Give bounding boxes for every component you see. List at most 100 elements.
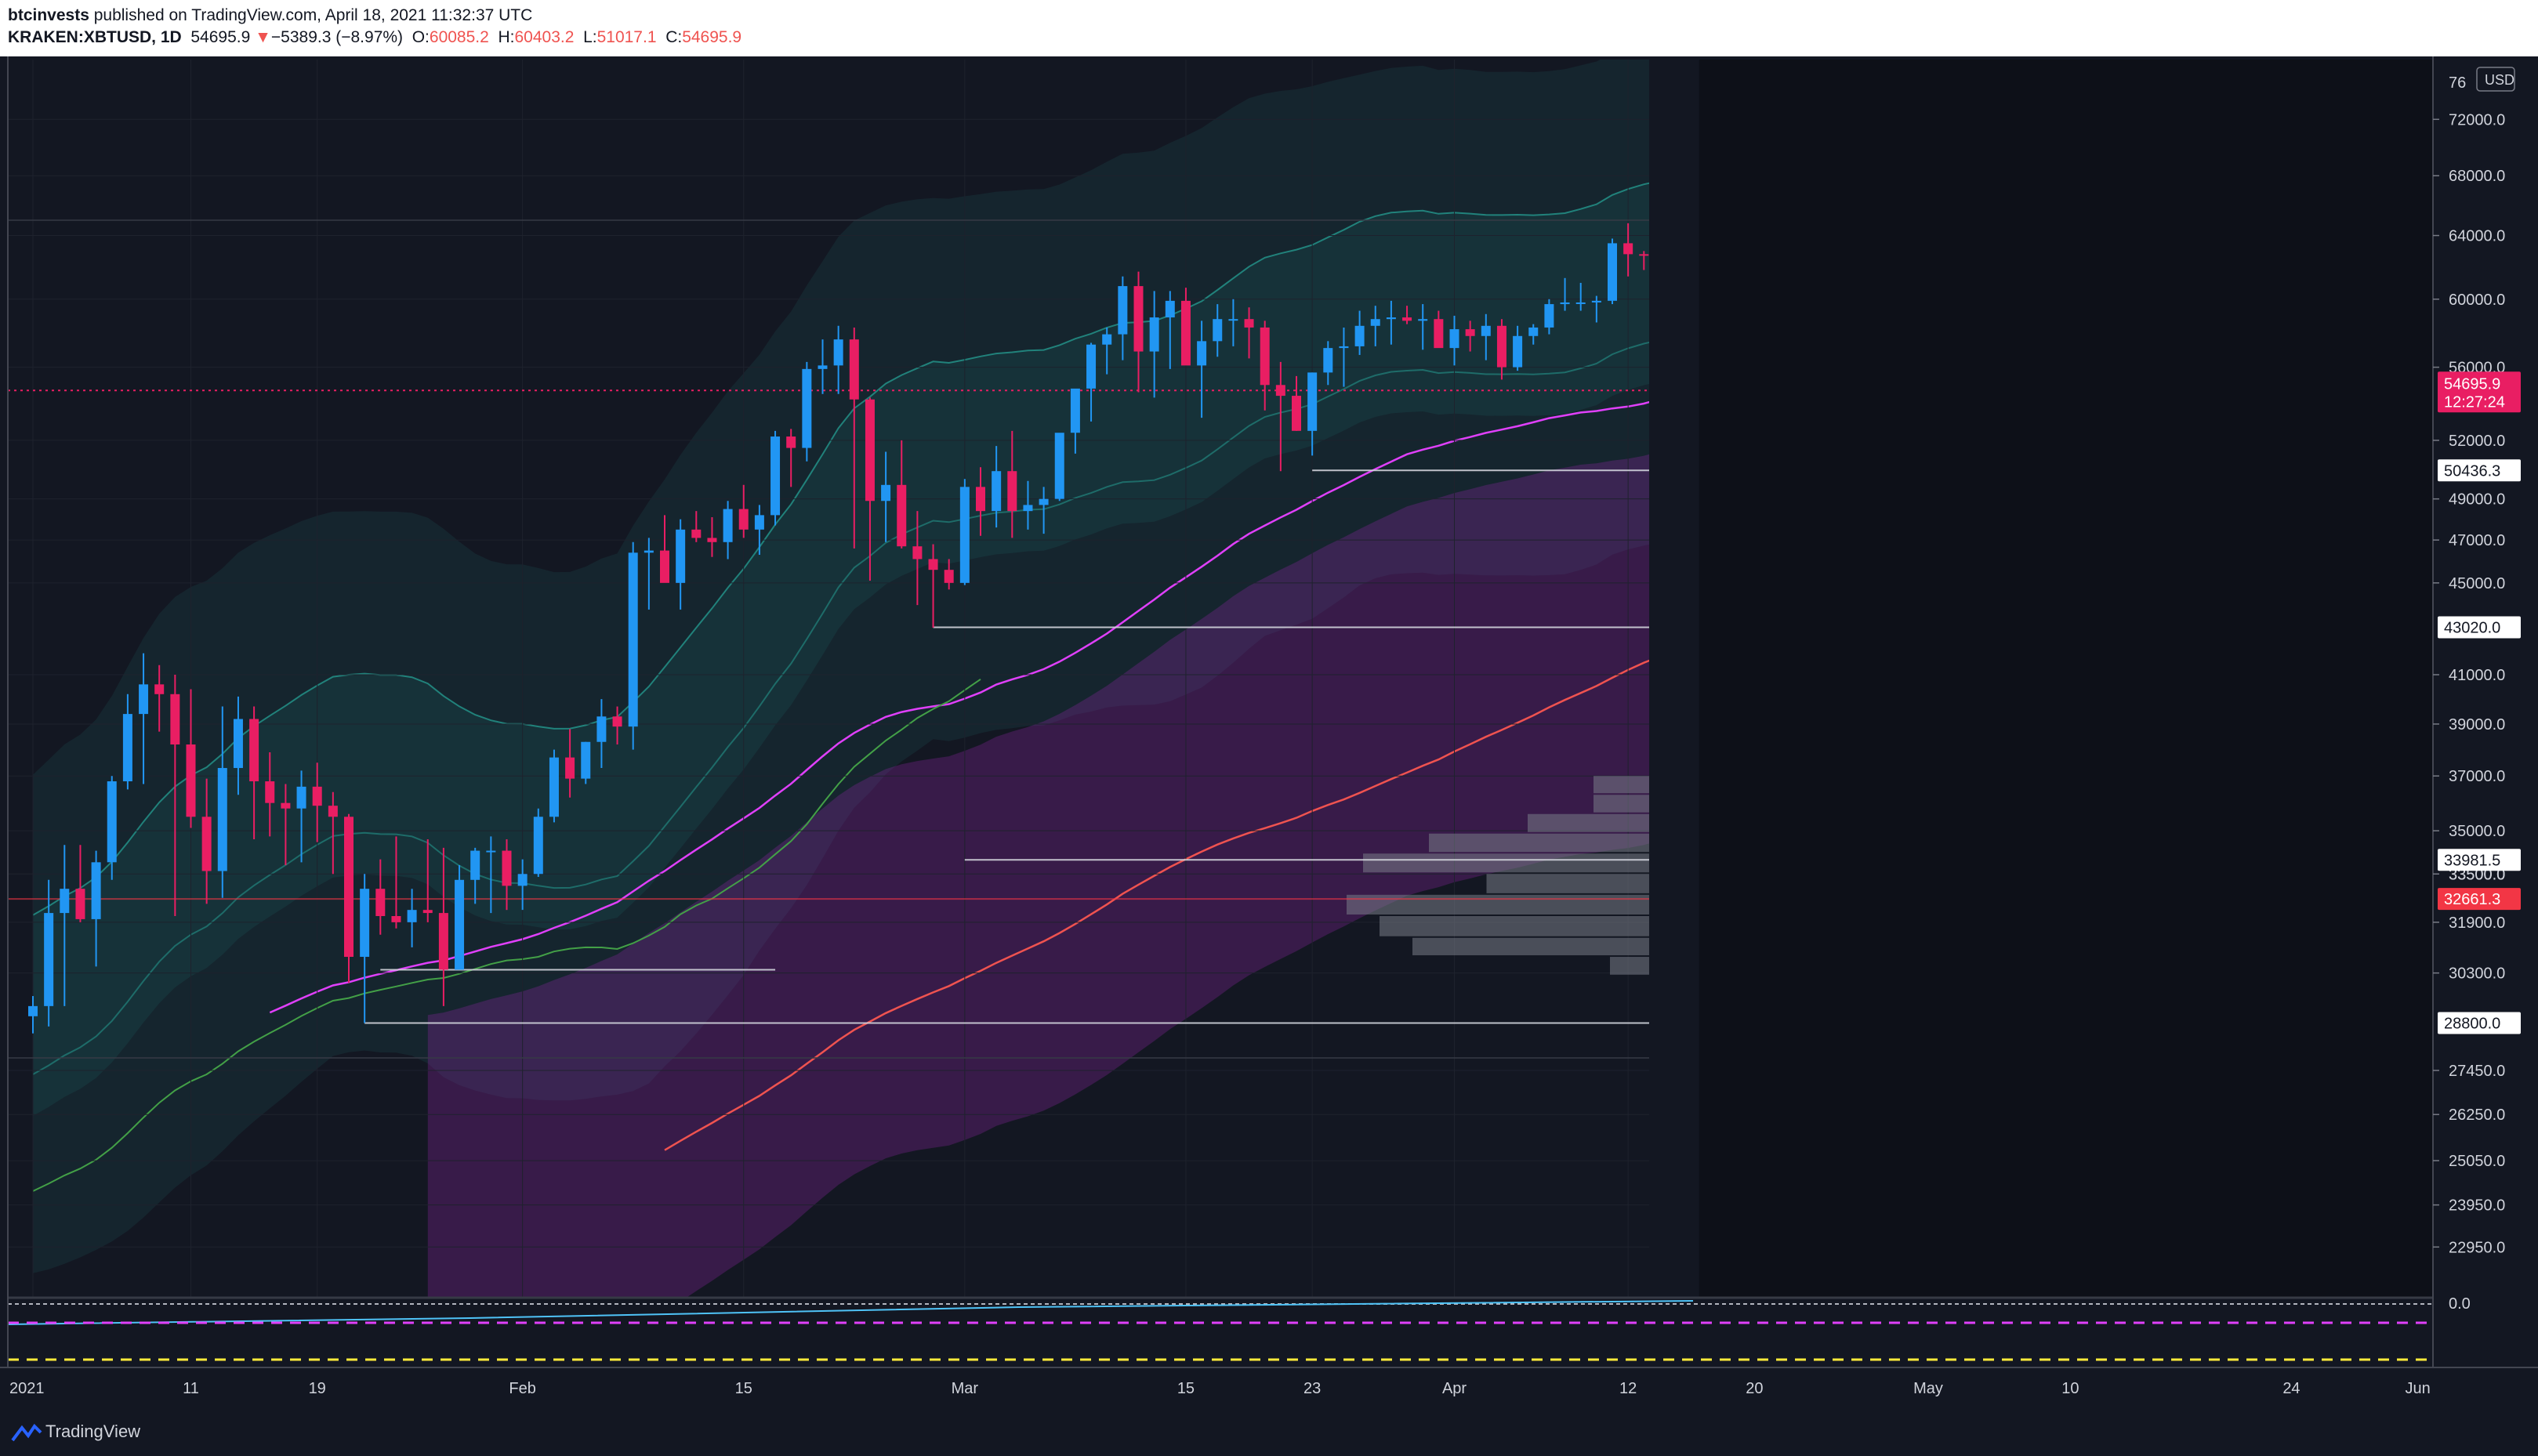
candle-body[interactable] <box>1292 396 1301 431</box>
candle-body[interactable] <box>1039 498 1049 505</box>
candle-body[interactable] <box>455 879 465 970</box>
candle-body[interactable] <box>375 889 386 916</box>
candle-body[interactable] <box>833 339 843 366</box>
candle-body[interactable] <box>928 559 938 570</box>
x-tick-label[interactable]: Mar <box>952 1380 979 1397</box>
candle-body[interactable] <box>60 889 70 914</box>
candle-body[interactable] <box>1149 317 1159 352</box>
candle-body[interactable] <box>691 529 702 538</box>
candle-body[interactable] <box>1481 325 1491 336</box>
candle-body[interactable] <box>565 757 575 779</box>
y-tick-label[interactable]: 60000.0 <box>2449 292 2505 309</box>
candle-body[interactable] <box>1323 348 1333 373</box>
candle-body[interactable] <box>44 913 54 1006</box>
symbol-label[interactable]: KRAKEN:XBTUSD, 1D <box>8 28 182 46</box>
candle-body[interactable] <box>1023 505 1033 512</box>
candle-body[interactable] <box>249 719 259 782</box>
x-tick-label[interactable]: 10 <box>2061 1380 2079 1397</box>
price-level-text[interactable]: 28800.0 <box>2444 1016 2500 1033</box>
x-tick-label[interactable]: 2021 <box>9 1380 45 1397</box>
price-level-text[interactable]: 32661.3 <box>2444 891 2500 908</box>
candle-body[interactable] <box>139 684 149 715</box>
candle-body[interactable] <box>344 817 354 958</box>
y-tick-label[interactable]: 68000.0 <box>2449 168 2505 185</box>
candle-body[interactable] <box>1275 385 1285 397</box>
price-level-text[interactable]: 50436.3 <box>2444 462 2500 480</box>
volume-profile-bar[interactable] <box>1528 813 2433 832</box>
candle-body[interactable] <box>596 716 607 742</box>
candle-body[interactable] <box>265 781 275 803</box>
x-tick-label[interactable]: Apr <box>1442 1380 1467 1397</box>
candle-body[interactable] <box>91 862 101 919</box>
candle-body[interactable] <box>644 550 654 553</box>
candle-body[interactable] <box>1244 319 1254 328</box>
y-tick-label[interactable]: 22950.0 <box>2449 1239 2505 1256</box>
price-level-text[interactable]: 43020.0 <box>2444 619 2500 636</box>
candle-body[interactable] <box>1575 302 1586 304</box>
candle-body[interactable] <box>217 768 227 871</box>
candle-body[interactable] <box>770 436 781 516</box>
candle-body[interactable] <box>723 509 733 542</box>
y-tick-label[interactable]: 23950.0 <box>2449 1197 2505 1215</box>
candle-body[interactable] <box>233 719 243 769</box>
currency-label[interactable]: USD <box>2485 72 2514 88</box>
y-tick-label[interactable]: 27450.0 <box>2449 1063 2505 1080</box>
candle-body[interactable] <box>1054 433 1064 499</box>
candle-body[interactable] <box>1197 341 1207 366</box>
candle-body[interactable] <box>107 781 117 863</box>
candle-body[interactable] <box>360 889 370 958</box>
volume-profile-bar[interactable] <box>1363 853 2433 873</box>
candle-body[interactable] <box>912 546 923 560</box>
candle-body[interactable] <box>1213 319 1223 342</box>
candle-body[interactable] <box>992 471 1002 512</box>
volume-profile-bar[interactable] <box>1594 795 2433 813</box>
price-level-label[interactable] <box>2438 849 2521 871</box>
candle-body[interactable] <box>328 806 338 817</box>
price-level-text[interactable]: 33981.5 <box>2444 852 2500 869</box>
candle-body[interactable] <box>1544 304 1554 328</box>
candle-body[interactable] <box>786 436 796 448</box>
candle-body[interactable] <box>517 874 528 886</box>
candle-body[interactable] <box>391 915 401 922</box>
x-tick-label[interactable]: 23 <box>1303 1380 1321 1397</box>
volume-profile-bar[interactable] <box>1486 874 2434 893</box>
candle-body[interactable] <box>1513 335 1523 368</box>
candle-body[interactable] <box>865 399 875 502</box>
candle-body[interactable] <box>676 529 686 583</box>
candle-body[interactable] <box>1623 243 1633 255</box>
y-tick-label[interactable]: 26250.0 <box>2449 1106 2505 1124</box>
y-tick-label[interactable]: 31900.0 <box>2449 915 2505 932</box>
y-tick-label[interactable]: 64000.0 <box>2449 228 2505 245</box>
y-tick-label[interactable]: 49000.0 <box>2449 491 2505 509</box>
candle-body[interactable] <box>1528 327 1539 336</box>
candle-body[interactable] <box>312 786 322 806</box>
candle-body[interactable] <box>1402 317 1412 321</box>
candle-body[interactable] <box>849 339 859 400</box>
x-tick-label[interactable]: 11 <box>183 1380 199 1397</box>
candle-body[interactable] <box>818 365 828 369</box>
last-price-text[interactable]: 54695.9 <box>2444 375 2500 393</box>
candle-body[interactable] <box>660 550 669 583</box>
candle-body[interactable] <box>438 913 448 970</box>
volume-profile-bar[interactable] <box>1380 915 2433 936</box>
x-tick-label[interactable]: Feb <box>509 1380 535 1397</box>
price-level-label[interactable] <box>2438 459 2521 482</box>
x-tick-label[interactable]: 15 <box>1177 1380 1195 1397</box>
candle-body[interactable] <box>1007 471 1017 512</box>
candle-body[interactable] <box>959 487 970 583</box>
candle-body[interactable] <box>1070 388 1080 433</box>
price-level-label[interactable] <box>2438 616 2521 639</box>
candle-body[interactable] <box>1354 325 1365 346</box>
x-tick-label[interactable]: 24 <box>2282 1380 2300 1397</box>
candle-body[interactable] <box>1418 319 1428 321</box>
y-tick-label[interactable]: 52000.0 <box>2449 433 2505 450</box>
volume-profile-bar[interactable] <box>1347 894 2433 915</box>
volume-profile-bar[interactable] <box>1429 833 2433 853</box>
candle-body[interactable] <box>1370 319 1380 326</box>
currency-badge[interactable] <box>2476 67 2515 92</box>
candle-body[interactable] <box>1260 327 1270 386</box>
last-price-label[interactable] <box>2438 371 2521 413</box>
x-tick-label[interactable]: Jun <box>2406 1380 2431 1397</box>
tradingview-brand[interactable]: TradingView <box>45 1422 141 1441</box>
candle-body[interactable] <box>881 484 891 502</box>
